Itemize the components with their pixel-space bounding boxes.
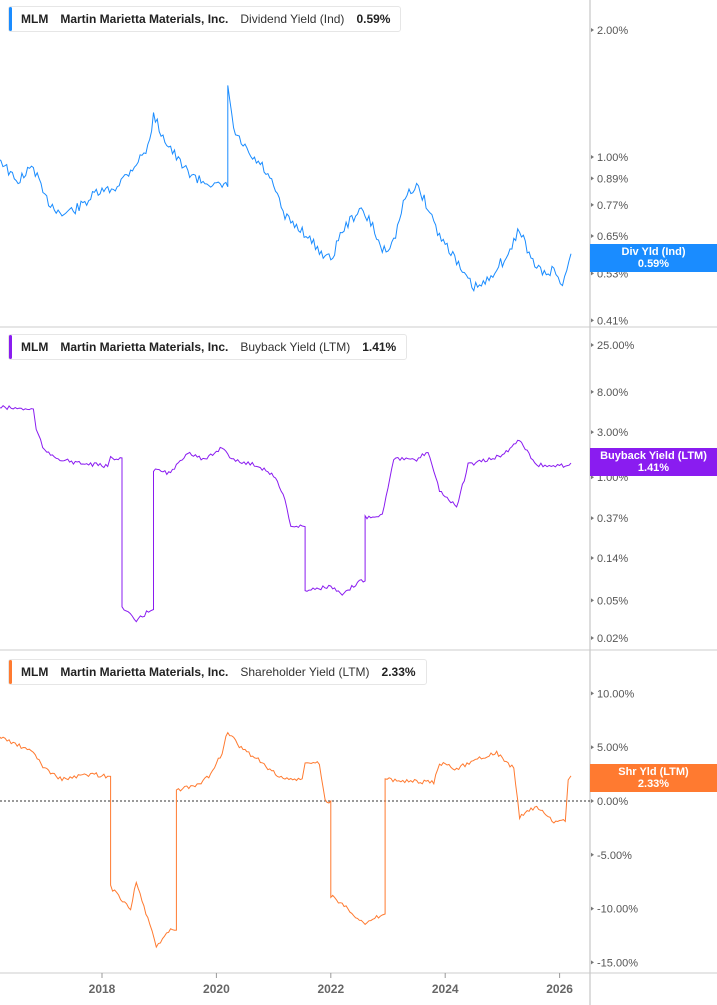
legend-metric: Shareholder Yield (LTM) (240, 665, 370, 679)
legend-ticker: MLM (21, 12, 49, 26)
y-tick-mark (591, 430, 594, 435)
legend-company: Martin Marietta Materials, Inc. (60, 340, 229, 354)
y-tick-mark (591, 202, 594, 207)
legend-company: Martin Marietta Materials, Inc. (60, 665, 229, 679)
series-line-0 (0, 85, 572, 292)
series-line-1 (0, 405, 572, 623)
y-tick-label: 0.89% (597, 173, 628, 185)
y-tick-mark (591, 233, 594, 238)
badge-shareholder: Shr Yld (LTM) 2.33% (590, 764, 717, 792)
x-tick-label: 2026 (546, 982, 573, 996)
y-tick-label: 0.65% (597, 231, 628, 243)
y-tick-label: 3.00% (597, 427, 628, 439)
legend-metric: Buyback Yield (LTM) (240, 340, 351, 354)
y-tick-label: 1.00% (597, 152, 628, 164)
y-tick-mark (591, 343, 594, 347)
badge-value: 0.59% (637, 258, 670, 270)
y-tick-label: 8.00% (597, 387, 628, 399)
y-tick-mark (591, 475, 594, 480)
y-tick-label: 10.00% (597, 688, 635, 700)
badge-label: Div Yld (Ind) (621, 246, 686, 258)
legend-value: 1.41% (362, 340, 397, 354)
y-tick-label: -15.00% (597, 957, 638, 969)
legend-ticker: MLM (21, 665, 49, 679)
y-tick-mark (591, 635, 594, 640)
y-tick-label: 0.41% (597, 315, 628, 327)
legend-buyback: MLM Martin Marietta Materials, Inc. Buybac… (8, 334, 408, 360)
y-tick-mark (591, 799, 594, 803)
y-tick-mark (591, 516, 594, 521)
x-tick-label: 2020 (203, 982, 230, 996)
legend-company: Martin Marietta Materials, Inc. (60, 12, 229, 26)
badge-label: Buyback Yield (LTM) (600, 450, 707, 462)
x-tick-label: 2018 (89, 982, 116, 996)
badge-value: 1.41% (637, 462, 670, 474)
y-tick-mark (591, 745, 594, 750)
x-tick-label: 2024 (432, 982, 459, 996)
y-tick-label: 0.05% (597, 595, 628, 607)
y-tick-label: -5.00% (597, 850, 632, 862)
y-tick-mark (591, 691, 594, 696)
y-tick-label: -10.00% (597, 904, 638, 916)
y-tick-mark (591, 389, 594, 394)
badge-dividend: Div Yld (Ind) 0.59% (590, 244, 717, 272)
y-tick-mark (591, 556, 594, 561)
y-tick-mark (591, 906, 594, 911)
y-tick-label: 5.00% (597, 742, 628, 754)
y-tick-label: 0.77% (597, 200, 628, 212)
legend-metric: Dividend Yield (Ind) (240, 12, 345, 26)
y-tick-label: 0.37% (597, 513, 628, 525)
y-tick-mark (591, 155, 594, 159)
y-tick-mark (591, 318, 594, 323)
y-tick-mark (591, 27, 594, 32)
y-tick-mark (591, 598, 594, 603)
y-tick-label: 0.14% (597, 553, 628, 565)
y-tick-mark (591, 960, 594, 965)
badge-label: Shr Yld (LTM) (618, 766, 689, 778)
legend-dividend: MLM Martin Marietta Materials, Inc. Divide… (8, 6, 402, 32)
legend-ticker: MLM (21, 340, 49, 354)
legend-value: 0.59% (356, 12, 391, 26)
x-tick-label: 2022 (317, 982, 344, 996)
legend-shareholder: MLM Martin Marietta Materials, Inc. Shareh… (8, 659, 427, 685)
badge-buyback: Buyback Yield (LTM) 1.41% (590, 448, 717, 476)
y-tick-mark (591, 271, 594, 276)
series-line-2 (0, 731, 572, 949)
badge-value: 2.33% (637, 778, 670, 790)
legend-value: 2.33% (381, 665, 416, 679)
y-tick-label: 0.02% (597, 633, 628, 645)
y-tick-label: 25.00% (597, 340, 635, 352)
y-tick-label: 2.00% (597, 25, 628, 37)
y-tick-mark (591, 852, 594, 857)
y-tick-label: 0.00% (597, 796, 628, 808)
y-tick-mark (591, 176, 594, 181)
